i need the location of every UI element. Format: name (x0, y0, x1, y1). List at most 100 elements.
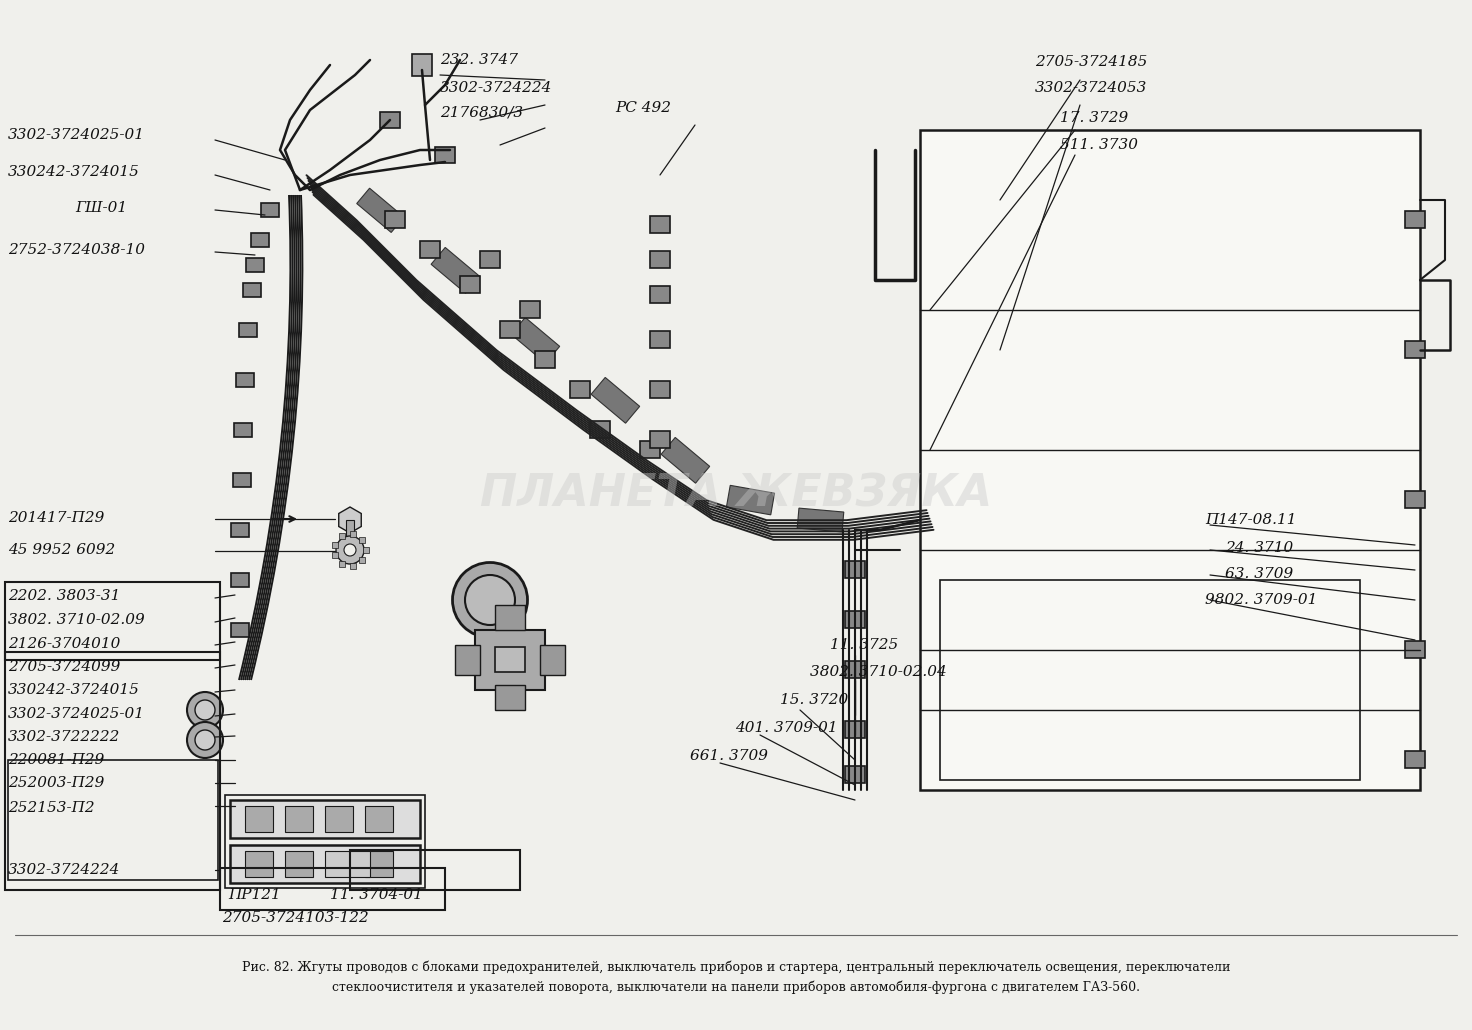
Bar (845, 766, 866, 783)
Text: 2705-3724185: 2705-3724185 (1035, 55, 1147, 69)
Bar (651, 251, 670, 268)
Bar (350, 531, 356, 538)
Bar (495, 605, 526, 630)
Circle shape (187, 722, 222, 758)
Bar (380, 112, 400, 128)
Bar (286, 851, 314, 877)
Text: 330242-3724015: 330242-3724015 (7, 165, 140, 179)
Circle shape (344, 544, 356, 556)
Bar (333, 542, 339, 548)
Text: 2705-3724103-122: 2705-3724103-122 (222, 911, 369, 925)
Text: 511. 3730: 511. 3730 (1060, 138, 1138, 152)
Bar (590, 421, 609, 438)
Text: 2705-3724099: 2705-3724099 (7, 660, 121, 674)
Bar (246, 258, 263, 272)
Text: 3302-3724224: 3302-3724224 (440, 81, 552, 95)
Bar (365, 851, 393, 877)
Bar (1404, 491, 1425, 508)
Text: 201417-П29: 201417-П29 (7, 511, 105, 525)
Bar (234, 423, 252, 437)
Text: 45 9952 6092: 45 9952 6092 (7, 543, 115, 557)
Bar (261, 203, 280, 217)
Bar (364, 547, 369, 553)
Bar (7, 760, 218, 880)
Bar (534, 351, 555, 368)
Bar (231, 523, 249, 537)
Circle shape (194, 700, 215, 720)
Bar (495, 685, 526, 710)
Bar (236, 373, 255, 387)
Bar (359, 557, 365, 563)
Bar (651, 431, 670, 448)
Bar (651, 286, 670, 303)
Text: 9802. 3709-01: 9802. 3709-01 (1206, 593, 1317, 607)
Bar (286, 806, 314, 832)
Text: 24. 3710: 24. 3710 (1225, 541, 1294, 555)
Bar (520, 301, 540, 318)
Text: 401. 3709-01: 401. 3709-01 (735, 721, 838, 735)
Text: 252153-П2: 252153-П2 (7, 801, 94, 815)
Bar (230, 845, 420, 883)
Bar (845, 721, 866, 739)
Bar (386, 211, 405, 228)
Bar (359, 537, 365, 543)
Text: 2176830/3: 2176830/3 (440, 106, 523, 121)
Bar (333, 552, 339, 558)
Bar (455, 645, 480, 675)
Bar (365, 806, 393, 832)
Bar (651, 331, 670, 348)
Bar (4, 582, 219, 660)
Bar (244, 851, 272, 877)
Text: 3302-3722222: 3302-3722222 (7, 730, 121, 744)
Text: 220081-П29: 220081-П29 (7, 753, 105, 767)
Circle shape (187, 692, 222, 728)
FancyBboxPatch shape (726, 485, 774, 515)
Bar (339, 561, 344, 566)
Circle shape (194, 730, 215, 750)
Bar (1404, 751, 1425, 768)
Bar (230, 800, 420, 838)
Bar (4, 652, 219, 890)
Bar (640, 441, 659, 458)
Text: 232. 3747: 232. 3747 (440, 53, 518, 67)
Text: П147-08.11: П147-08.11 (1206, 513, 1297, 527)
Bar (1404, 211, 1425, 228)
Text: 17. 3729: 17. 3729 (1060, 111, 1128, 125)
Bar (436, 147, 455, 163)
Text: 63. 3709: 63. 3709 (1225, 566, 1294, 581)
Bar (219, 868, 445, 909)
Text: РС 492: РС 492 (615, 101, 671, 115)
Text: 330242-3724015: 330242-3724015 (7, 683, 140, 697)
Bar (540, 645, 565, 675)
Bar (238, 323, 258, 337)
Bar (350, 850, 520, 890)
Ellipse shape (452, 562, 527, 638)
Bar (500, 321, 520, 338)
Text: 3802. 3710-02.09: 3802. 3710-02.09 (7, 613, 144, 627)
Bar (480, 251, 500, 268)
Bar (459, 276, 480, 293)
Text: 3302-3724224: 3302-3724224 (7, 863, 121, 877)
Bar (1404, 341, 1425, 358)
Text: ПР121: ПР121 (228, 888, 281, 902)
Text: 2202. 3803-31: 2202. 3803-31 (7, 589, 121, 603)
Bar (325, 806, 353, 832)
Bar (845, 661, 866, 678)
FancyBboxPatch shape (798, 508, 843, 531)
Text: 11. 3725: 11. 3725 (830, 638, 898, 652)
Bar (243, 283, 261, 297)
Bar (231, 573, 249, 587)
Text: ПЛАНЕТА ЖЕВЗЯКА: ПЛАНЕТА ЖЕВЗЯКА (480, 473, 992, 516)
Bar (651, 216, 670, 233)
Bar (350, 562, 356, 569)
FancyBboxPatch shape (661, 438, 710, 483)
Bar (570, 381, 590, 398)
Bar (231, 623, 249, 637)
Bar (920, 130, 1420, 790)
Text: 11. 3704-01: 11. 3704-01 (330, 888, 422, 902)
Text: ГШ-01: ГШ-01 (75, 201, 127, 215)
Text: 3302-3724025-01: 3302-3724025-01 (7, 707, 146, 721)
Text: Рис. 82. Жгуты проводов с блоками предохранителей, выключатель приборов и старте: Рис. 82. Жгуты проводов с блоками предох… (241, 960, 1231, 973)
Bar (412, 54, 431, 76)
Text: 2126-3704010: 2126-3704010 (7, 637, 121, 651)
